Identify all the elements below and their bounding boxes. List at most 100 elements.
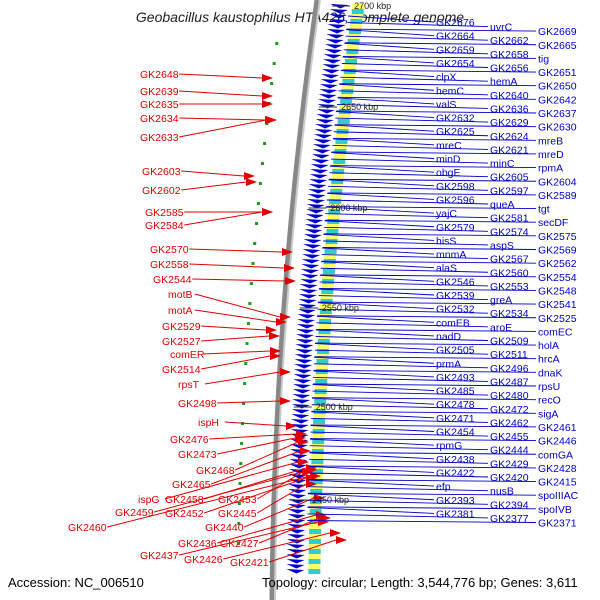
label-leader-line [316,322,489,328]
label-leader-line [179,117,266,121]
minus-strand-gene-label: GK2650 [538,81,577,93]
plus-strand-gene [306,480,317,488]
label-leader-line [341,69,537,73]
minus-strand-gene-label: GK2651 [538,67,577,79]
scale-mark-label: 2600 kbp [330,203,367,213]
label-leader-line [344,42,435,50]
cog-category-bar [321,284,334,289]
feature-layer [236,4,365,574]
label-leader-line [324,220,435,228]
gene-label-layer: 2700 kbp 2650 kbp 2600 kbp 2550 kbp 2500 kbp… [68,1,579,569]
minus-strand-gene-label: GK2393 [436,495,475,507]
minus-strand-gene [286,549,305,554]
minus-strand-gene [290,429,309,434]
label-leader-line [328,185,489,191]
plus-strand-gene [246,178,257,186]
minus-strand-gene-label: uvrC [490,22,513,34]
plus-strand-gene-label: GK2633 [140,132,179,144]
label-leader-line [259,517,321,544]
cog-category-bar [325,244,338,249]
plus-strand-gene-label: GK2427 [220,538,259,550]
label-leader-line [211,450,301,485]
label-leader-line [181,181,247,191]
minus-strand-gene [302,249,321,254]
marker-dot [275,42,279,45]
label-leader-line [308,466,435,473]
plus-strand-gene-label: GK2639 [140,86,179,98]
minus-strand-gene [329,9,348,14]
label-leader-line [189,263,285,269]
minus-strand-gene [304,229,323,234]
minus-strand-gene-label: GK2478 [436,399,475,411]
minus-strand-gene-label: aroE [490,322,512,334]
accession-label: Accession: NC_006510 [8,575,144,590]
minus-strand-gene-label: clpX [436,72,456,84]
minus-strand-gene-label: GK2625 [436,126,475,138]
minus-strand-gene [297,319,316,324]
minus-strand-gene [315,119,334,124]
cog-category-bar [314,384,327,389]
label-leader-line [312,397,537,401]
cog-category-bar [320,294,333,299]
label-leader-line [343,55,537,59]
label-leader-line [311,411,435,419]
minus-strand-gene-label: GK2554 [538,272,577,284]
minus-strand-gene [319,84,338,89]
cog-category-bar [339,104,352,109]
minus-strand-gene-label: GK2604 [538,176,577,188]
label-leader-line [317,315,537,319]
label-leader-line [337,97,435,105]
label-leader-line [325,219,537,223]
label-leader-line [339,83,537,87]
marker-dot [263,142,267,145]
cog-category-bar [317,344,330,349]
minus-strand-gene [295,344,314,349]
label-leader-line [313,363,489,369]
cog-category-bar [315,374,328,379]
minus-strand-gene-label: GK2532 [436,304,475,316]
minus-strand-gene [317,104,336,109]
cog-category-bar [331,179,344,184]
backbone-arc-layer [269,0,321,600]
label-leader-line [309,465,537,469]
plus-strand-gene-label: GK2570 [150,244,189,256]
cog-category-bar [312,429,325,434]
cog-category-bar [333,159,346,164]
minus-strand-gene-label: GK2560 [490,267,529,279]
marker-dot [246,322,250,325]
minus-strand-gene-label: mreC [436,140,462,152]
marker-dot [243,382,247,385]
minus-strand-gene-label: mreB [538,135,563,147]
label-leader-line [308,492,537,496]
label-leader-line [310,431,489,437]
cog-category-bar [333,154,346,159]
label-leader-line [310,438,537,442]
minus-strand-gene-label: GK2377 [490,513,529,525]
plus-strand-gene [262,208,273,216]
plus-strand-gene-label: GK2585 [145,207,184,219]
cog-category-bar [320,304,333,309]
minus-strand-gene [306,204,325,209]
plus-strand-gene-label: GK2453 [218,494,257,506]
plus-strand-gene [298,438,309,446]
label-leader-line [313,370,435,378]
minus-strand-gene-label: hisS [436,235,456,247]
minus-strand-gene [307,194,326,199]
label-leader-line [317,308,489,314]
cog-category-bar [346,49,359,54]
label-leader-line [313,377,489,382]
label-leader-line [315,342,537,346]
label-leader-line [307,513,489,519]
minus-strand-gene [308,189,327,194]
label-leader-line [326,206,537,209]
minus-strand-gene-label: GK2624 [490,131,529,143]
cog-category-bar [319,319,332,324]
plus-strand-gene-label: GK2460 [68,522,107,534]
minus-strand-gene-label: GK2415 [538,477,577,489]
minus-strand-gene [310,164,329,169]
minus-strand-gene-label: GK2485 [436,386,475,398]
plus-strand-gene-label: motB [168,289,193,301]
plus-strand-gene [314,494,325,502]
minus-strand-gene-label: GK2598 [436,181,475,193]
minus-strand-gene [292,399,311,404]
